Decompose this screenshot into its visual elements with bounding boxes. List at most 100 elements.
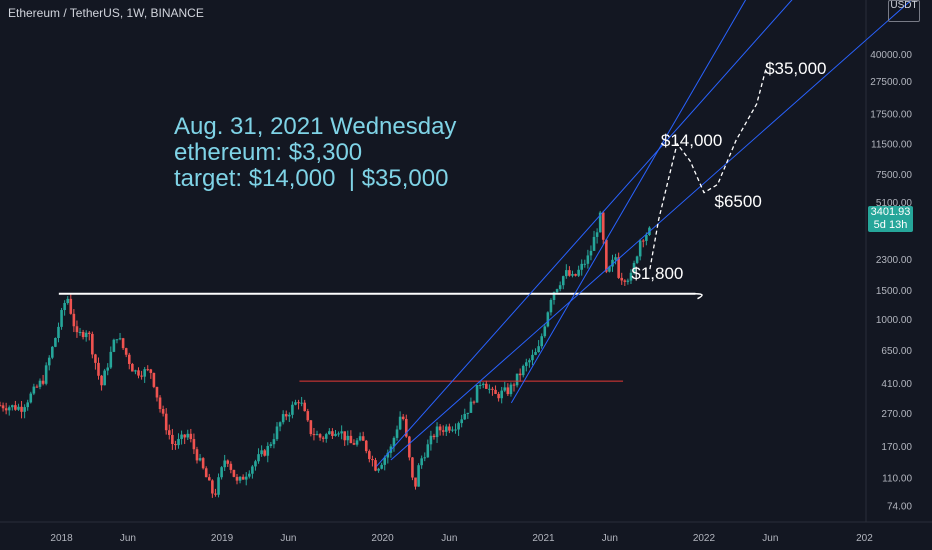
candle-body — [601, 212, 605, 240]
candle-body — [626, 280, 630, 282]
candle-body — [521, 365, 525, 376]
candle-body — [272, 439, 276, 445]
candle-body — [72, 313, 76, 327]
candle-body — [444, 426, 448, 432]
candle-body — [641, 240, 645, 242]
y-tick-label: 110.00 — [882, 473, 912, 484]
candle-body — [211, 480, 214, 494]
x-tick-label: Jun — [280, 533, 296, 544]
candle-body — [87, 332, 91, 334]
candle-body — [288, 414, 291, 417]
candle-body — [395, 429, 399, 438]
candle-body — [63, 302, 66, 311]
candle-body — [515, 373, 519, 386]
candle-body — [509, 384, 513, 395]
x-tick-label: Jun — [602, 533, 618, 544]
y-tick-label: 170.00 — [881, 442, 912, 453]
candle-body — [368, 451, 371, 460]
candle-body — [497, 393, 500, 399]
candle-body — [263, 450, 266, 456]
candle-body — [401, 416, 405, 419]
bar-countdown: 5d 13h — [873, 219, 908, 231]
candle-body — [469, 401, 473, 413]
y-tick-label: 17500.00 — [870, 109, 912, 120]
candle-body — [451, 429, 454, 431]
annotation-line: target: $14,000 | $35,000 — [174, 165, 449, 192]
candle-body — [26, 402, 30, 408]
candle-body — [337, 433, 340, 435]
candle-body — [404, 418, 408, 437]
candle-body — [174, 443, 177, 446]
candle-body — [595, 232, 599, 237]
candle-body — [349, 435, 353, 444]
candle-body — [269, 444, 273, 446]
y-tick-label: 270.00 — [881, 409, 912, 420]
candle-body — [78, 331, 82, 333]
currency-selector[interactable]: USDT — [888, 0, 920, 22]
x-tick-label: 2020 — [371, 533, 394, 544]
candle-body — [398, 416, 402, 430]
candle-body — [386, 452, 390, 458]
candle-body — [555, 289, 559, 293]
candle-body — [226, 460, 230, 464]
current-price-value: 3401.93 — [870, 206, 911, 218]
candle-body — [7, 407, 11, 411]
candle-body — [583, 263, 587, 265]
candle-body — [47, 357, 51, 366]
candle-body — [577, 269, 580, 276]
candle-body — [525, 362, 528, 366]
candle-body — [91, 333, 94, 355]
candle-body — [220, 467, 223, 478]
candle-body — [472, 401, 476, 403]
candle-body — [251, 466, 254, 474]
candle-body — [100, 375, 103, 386]
candle-body — [297, 402, 300, 404]
y-tick-label: 1000.00 — [876, 315, 913, 326]
candle-body — [580, 263, 584, 270]
candle-body — [244, 476, 248, 480]
annotation-line: ethereum: $3,300 — [174, 139, 363, 166]
candle-body — [340, 431, 343, 434]
candle-body — [60, 310, 63, 327]
candle-body — [475, 385, 479, 403]
candle-body — [66, 298, 70, 303]
projection-path — [649, 63, 768, 270]
candle-body — [137, 370, 140, 376]
candle-body — [343, 431, 347, 441]
candle-body — [201, 458, 205, 469]
x-tick-label: 2018 — [50, 533, 73, 544]
candle-body — [186, 433, 190, 438]
price-target-label: $35,000 — [765, 59, 826, 78]
candle-body — [485, 383, 488, 389]
candle-body — [426, 444, 430, 458]
candle-body — [377, 468, 380, 471]
candle-body — [294, 402, 297, 405]
y-tick-label: 1500.00 — [876, 286, 913, 297]
candle-body — [29, 393, 33, 403]
candle-body — [291, 404, 294, 415]
candle-body — [592, 236, 596, 251]
trendline-mid — [510, 0, 747, 404]
candle-body — [106, 367, 110, 371]
candle-body — [334, 433, 337, 436]
candle-body — [605, 239, 608, 272]
candle-body — [32, 386, 36, 394]
y-tick-label: 40000.00 — [870, 50, 912, 61]
y-tick-label: 27500.00 — [870, 77, 912, 88]
candle-body — [429, 435, 433, 445]
chart-title: Ethereum / TetherUS, 1W, BINANCE — [8, 6, 204, 20]
candle-body — [500, 390, 503, 399]
candle-body — [614, 257, 617, 260]
candle-body — [118, 338, 122, 340]
candle-body — [1, 405, 5, 409]
candle-body — [491, 388, 494, 390]
candle-body — [635, 256, 639, 263]
candle-body — [414, 477, 417, 487]
candle-body — [488, 388, 491, 390]
candle-body — [143, 369, 146, 377]
candle-body — [177, 438, 180, 446]
candle-body — [620, 277, 624, 281]
candle-body — [97, 362, 100, 376]
y-tick-label: 650.00 — [881, 346, 912, 357]
